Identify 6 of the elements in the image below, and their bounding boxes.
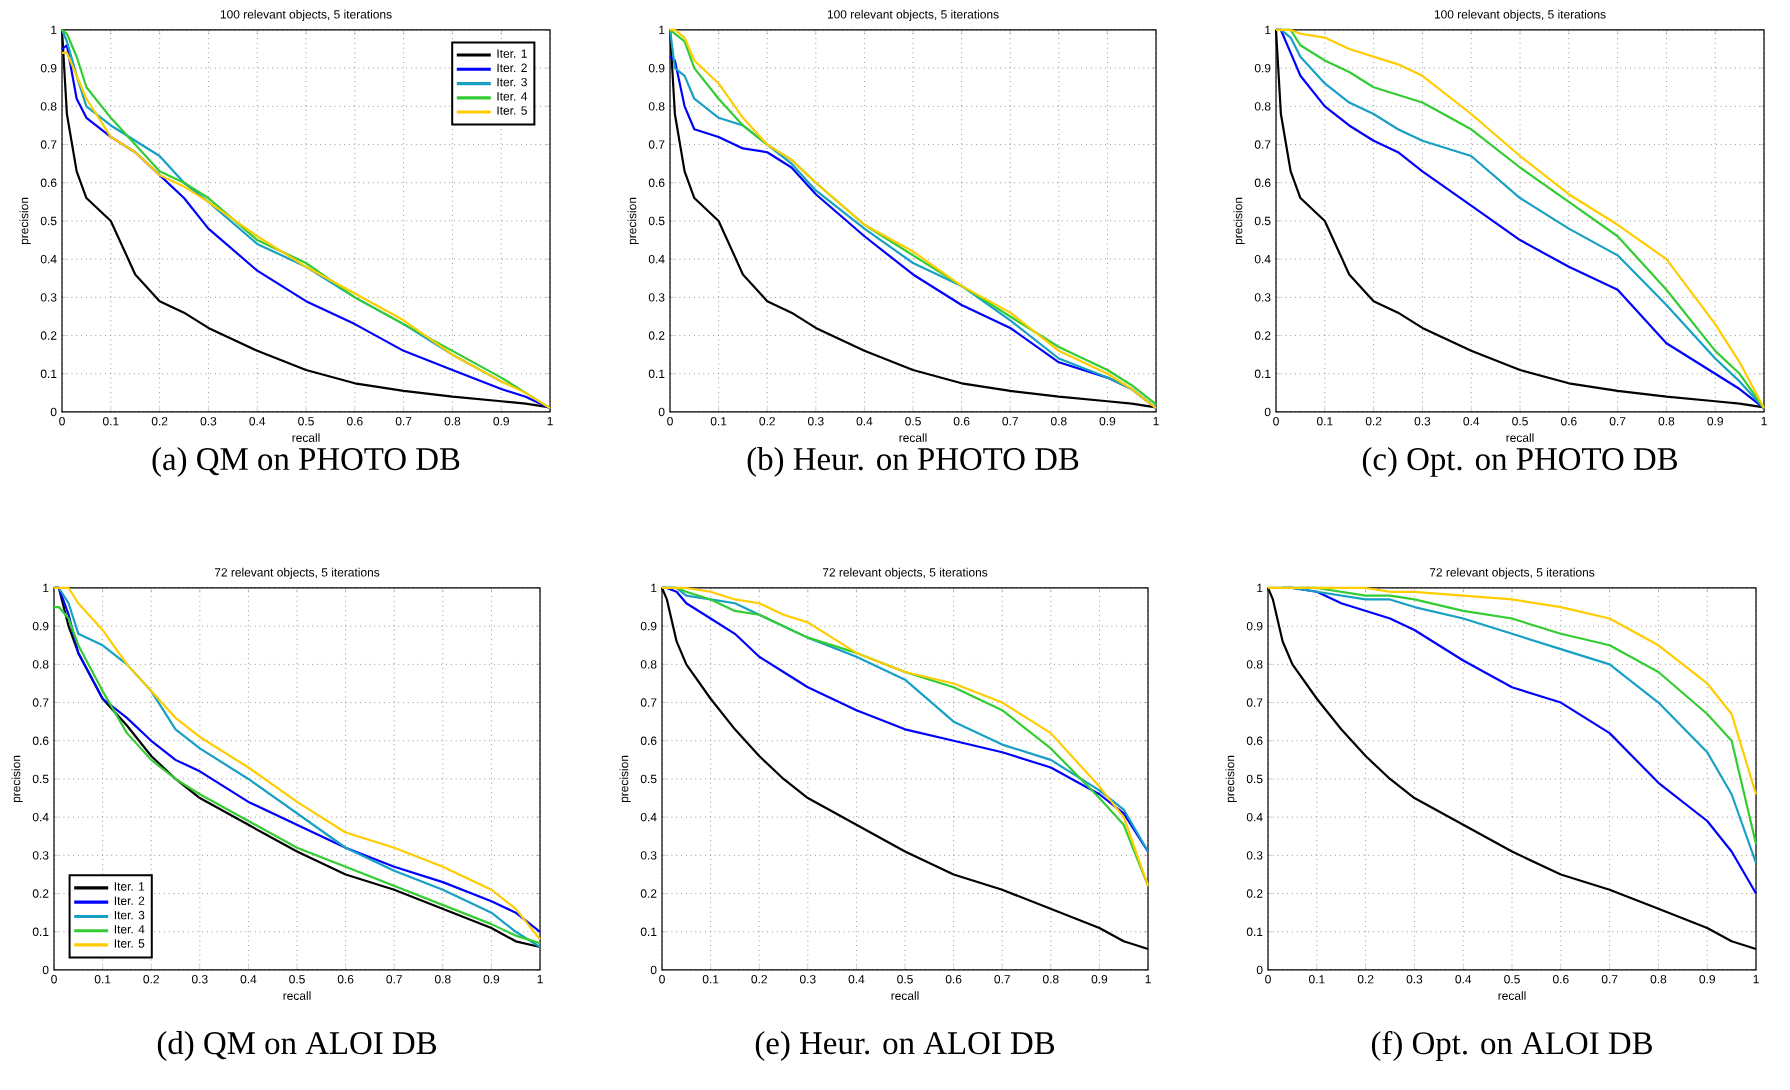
text: (d) QM on ALOI DB: [157, 1031, 436, 1061]
text: (c) Opt. on PHOTO DB: [1362, 447, 1677, 477]
text: (a) QM on PHOTO DB: [152, 447, 460, 477]
text: (e) Heur. on ALOI DB: [755, 1031, 1055, 1061]
text: (b) Heur. on PHOTO DB: [747, 447, 1079, 477]
text: (f) Opt. on ALOI DB: [1371, 1030, 1652, 1062]
